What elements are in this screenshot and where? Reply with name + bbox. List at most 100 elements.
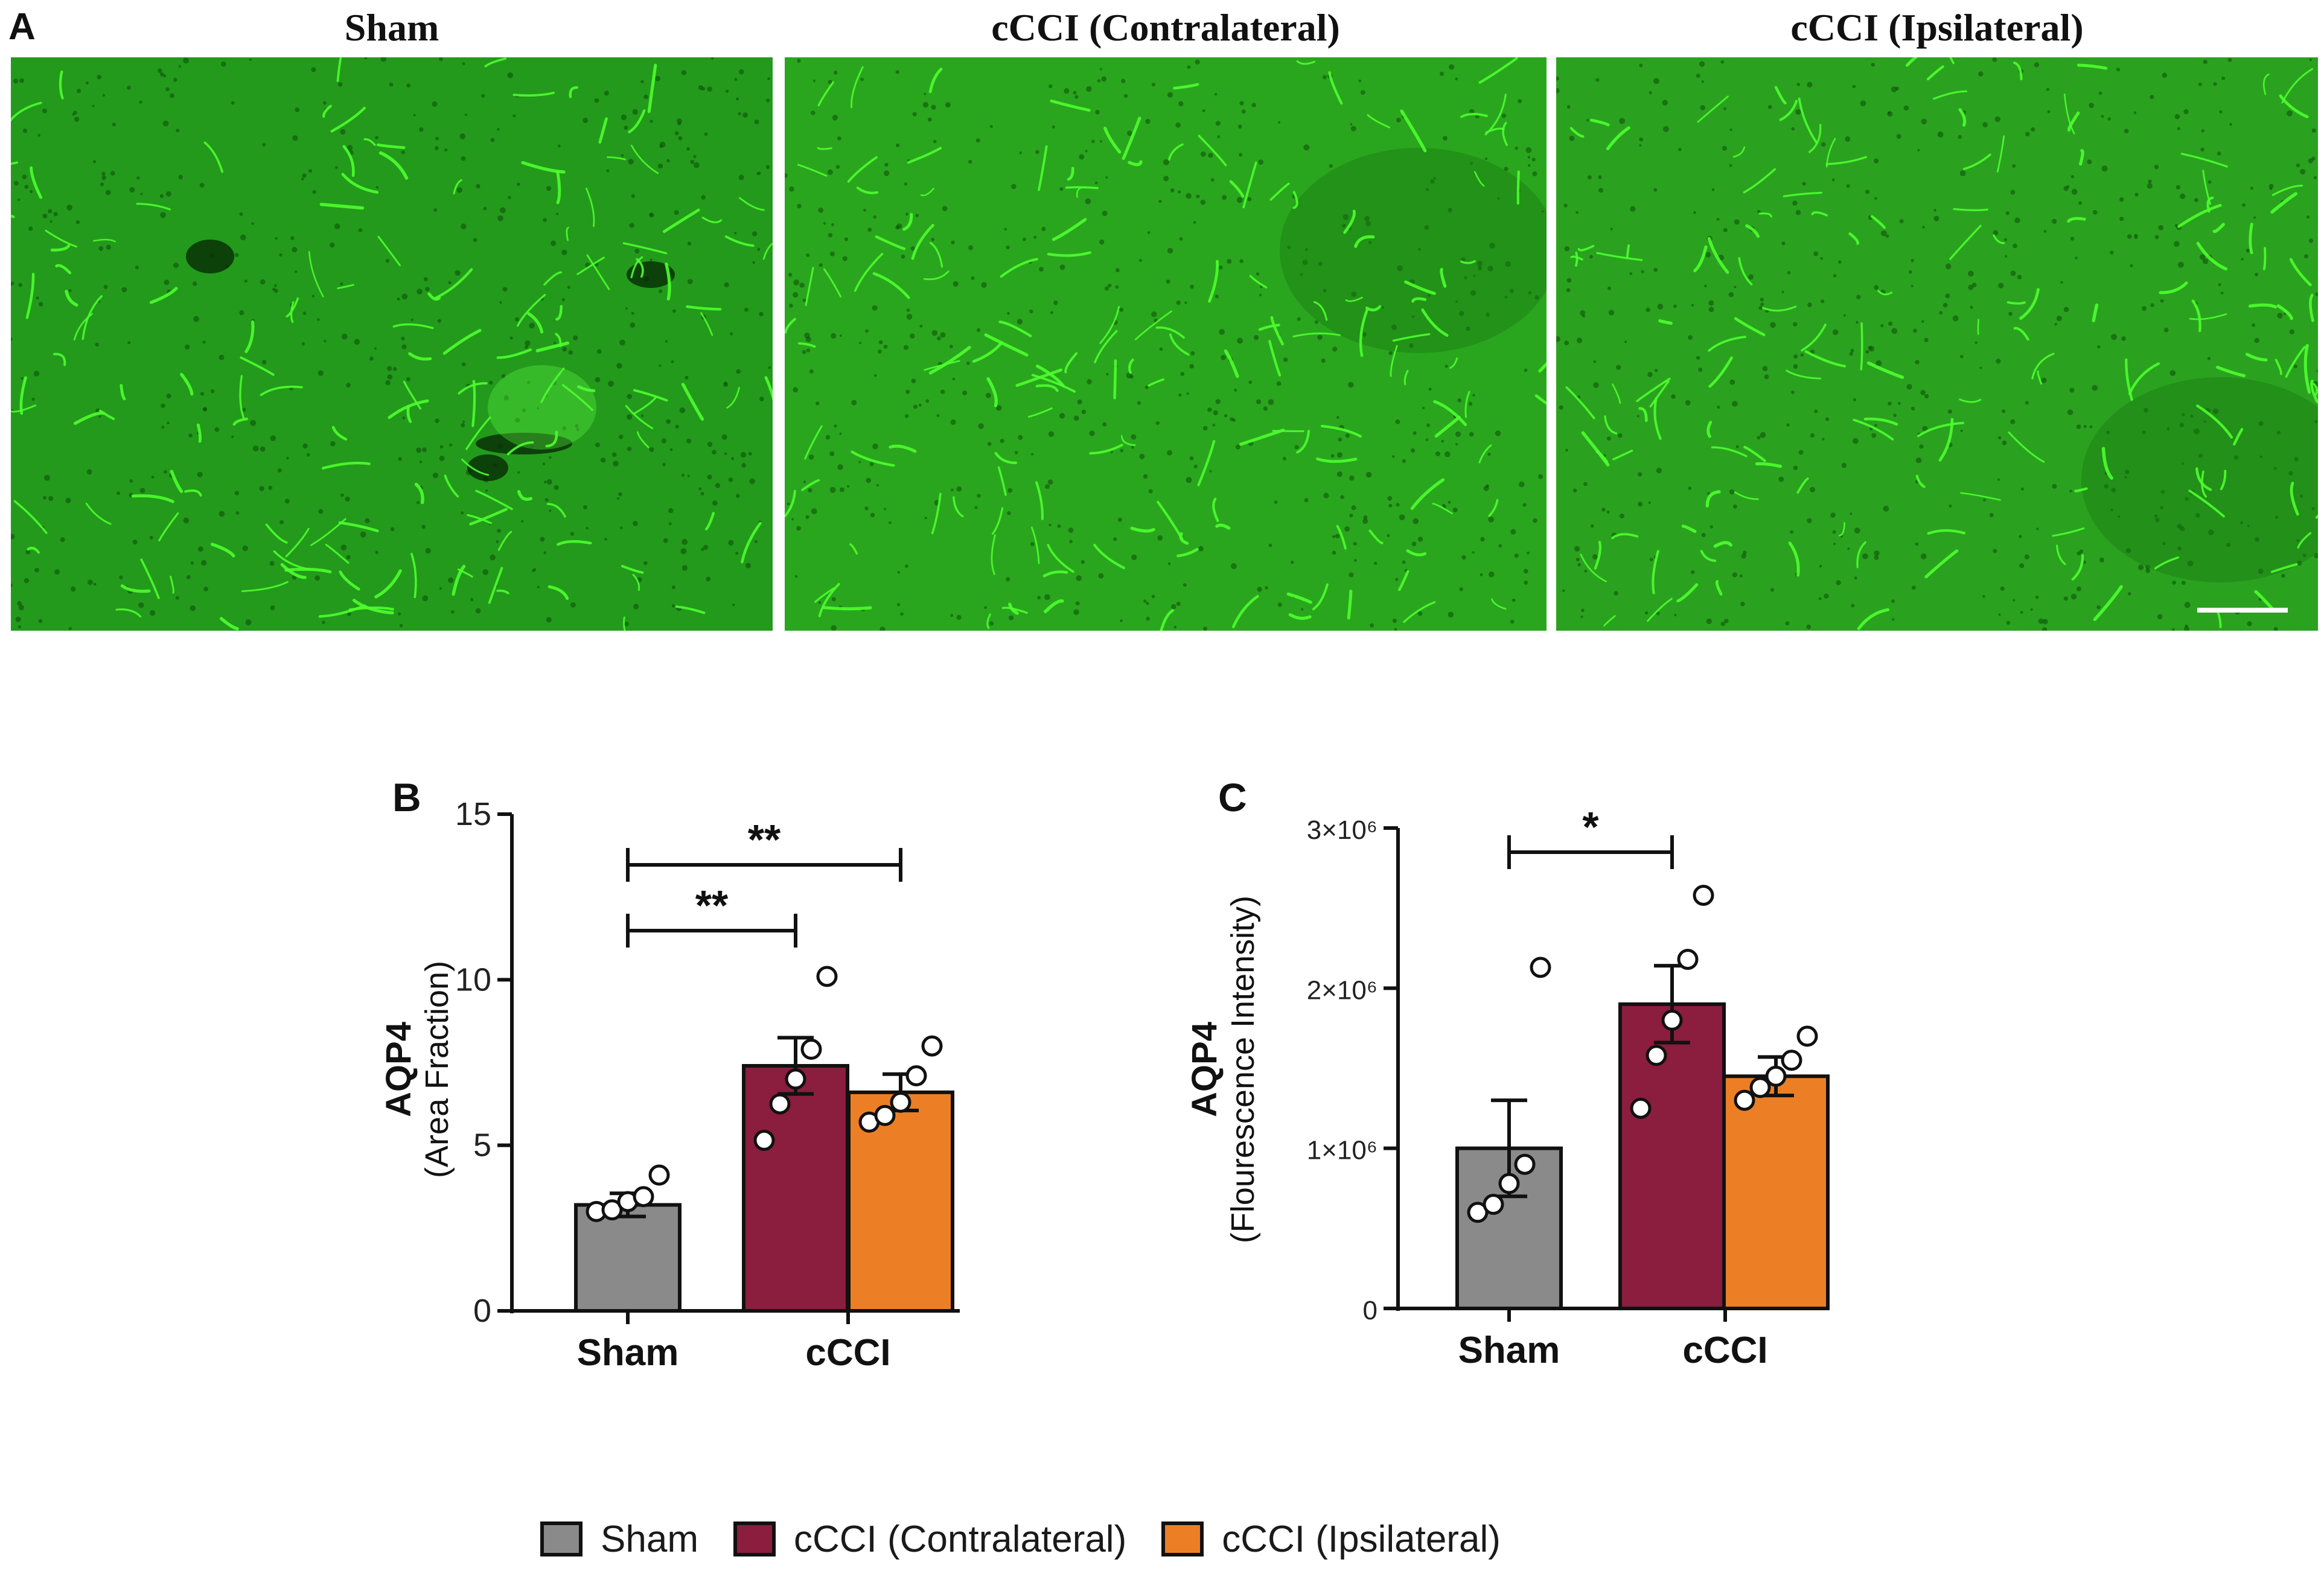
nucleus-dot <box>1704 284 1707 287</box>
nucleus-dot <box>1673 304 1677 308</box>
vessel-segment <box>1224 349 1239 378</box>
nucleus-dot <box>1237 337 1243 344</box>
nucleus-dot <box>2242 203 2246 207</box>
nucleus-dot <box>1620 514 1624 518</box>
y-tick-label: 2×10⁶ <box>1307 975 1377 1005</box>
nucleus-dot <box>945 102 951 108</box>
nucleus-dot <box>1426 188 1429 191</box>
nucleus-dot <box>1282 456 1287 461</box>
nucleus-dot <box>1920 390 1926 395</box>
nucleus-dot <box>1148 489 1153 494</box>
nucleus-dot <box>245 619 252 626</box>
nucleus-dot <box>576 427 579 432</box>
vessel-segment <box>2195 467 2212 491</box>
vessel-segment <box>1516 170 1520 205</box>
nucleus-dot <box>1793 322 1798 327</box>
vessel-segment <box>1638 407 1648 422</box>
nucleus-dot <box>340 544 347 551</box>
vessel-segment <box>994 452 1017 465</box>
nucleus-dot <box>1019 151 1022 155</box>
nucleus-dot <box>1214 92 1218 96</box>
nucleus-dot <box>1968 284 1974 290</box>
nucleus-dot <box>92 104 95 107</box>
nucleus-dot <box>1518 99 1522 103</box>
vessel-segment <box>2195 404 2233 439</box>
nucleus-dot <box>1099 239 1105 245</box>
nucleus-dot <box>600 457 606 463</box>
data-point <box>1677 949 1699 970</box>
data-point <box>800 1039 822 1060</box>
nucleus-dot <box>1170 188 1175 193</box>
nucleus-dot <box>805 515 809 519</box>
dark-vessel-lumen <box>186 240 234 273</box>
nucleus-dot <box>1360 90 1365 95</box>
nucleus-dot <box>306 453 310 457</box>
nucleus-dot <box>1949 504 1952 508</box>
nucleus-dot <box>1302 260 1308 266</box>
data-point <box>1796 1025 1818 1047</box>
y-tick-label: 0 <box>473 1293 491 1329</box>
vessel-segment <box>1008 602 1019 615</box>
nucleus-dot <box>1215 399 1221 404</box>
vessel-segment <box>512 91 555 97</box>
nucleus-dot <box>231 101 235 105</box>
nucleus-dot <box>42 108 47 113</box>
nucleus-dot <box>1830 512 1836 518</box>
nucleus-dot <box>1534 295 1539 300</box>
nucleus-dot <box>1362 332 1367 337</box>
nucleus-dot <box>1787 271 1791 275</box>
nucleus-dot <box>1527 551 1530 555</box>
vessel-segment <box>543 271 563 286</box>
nucleus-dot <box>1283 357 1288 362</box>
nucleus-dot <box>2182 413 2185 416</box>
nucleus-dot <box>650 119 653 123</box>
nucleus-dot <box>2071 188 2078 195</box>
nucleus-dot <box>1574 546 1580 552</box>
nucleus-dot <box>2195 513 2200 518</box>
vessel-segment <box>631 144 659 174</box>
nucleus-dot <box>439 456 445 461</box>
nucleus-dot <box>1402 459 1406 464</box>
nucleus-dot <box>665 340 668 343</box>
nucleus-dot <box>858 460 861 464</box>
nucleus-dot <box>38 619 43 623</box>
nucleus-dot <box>643 94 648 100</box>
nucleus-dot <box>1018 435 1023 441</box>
nucleus-dot <box>2246 249 2250 253</box>
bar-sham <box>574 1203 682 1313</box>
scale-bar <box>2197 608 2288 613</box>
nucleus-dot <box>657 164 663 169</box>
nucleus-dot <box>1461 555 1466 560</box>
nucleus-dot <box>1871 63 1875 67</box>
vessel-segment <box>1743 445 1766 462</box>
nucleus-dot <box>345 496 350 502</box>
vessel-segment <box>2191 299 2201 333</box>
nucleus-dot <box>269 561 275 566</box>
nucleus-dot <box>757 171 761 175</box>
nucleus-dot <box>1577 337 1583 343</box>
nucleus-dot <box>2190 414 2194 418</box>
nucleus-dot <box>940 389 945 394</box>
nucleus-dot <box>240 234 246 241</box>
nucleus-dot <box>1559 405 1563 410</box>
micrograph-ipsilateral <box>1556 57 2318 631</box>
nucleus-dot <box>1556 336 1560 342</box>
vessel-segment <box>331 425 348 441</box>
nucleus-dot <box>1091 139 1095 144</box>
nucleus-dot <box>1740 602 1745 607</box>
nucleus-dot <box>1049 84 1053 89</box>
nucleus-dot <box>433 208 438 212</box>
nucleus-dot <box>2019 563 2025 569</box>
nucleus-dot <box>1853 438 1859 444</box>
nucleus-dot <box>515 317 519 322</box>
nucleus-dot <box>1960 355 1964 358</box>
nucleus-dot <box>1583 482 1588 486</box>
nucleus-dot <box>2041 627 2048 631</box>
vessel-segment <box>2067 217 2086 223</box>
nucleus-dot <box>543 218 547 222</box>
nucleus-dot <box>674 210 679 215</box>
nucleus-dot <box>1170 604 1176 610</box>
nucleus-dot <box>14 180 19 186</box>
micrograph-background <box>1556 57 2318 631</box>
vessel-segment <box>1336 524 1347 550</box>
